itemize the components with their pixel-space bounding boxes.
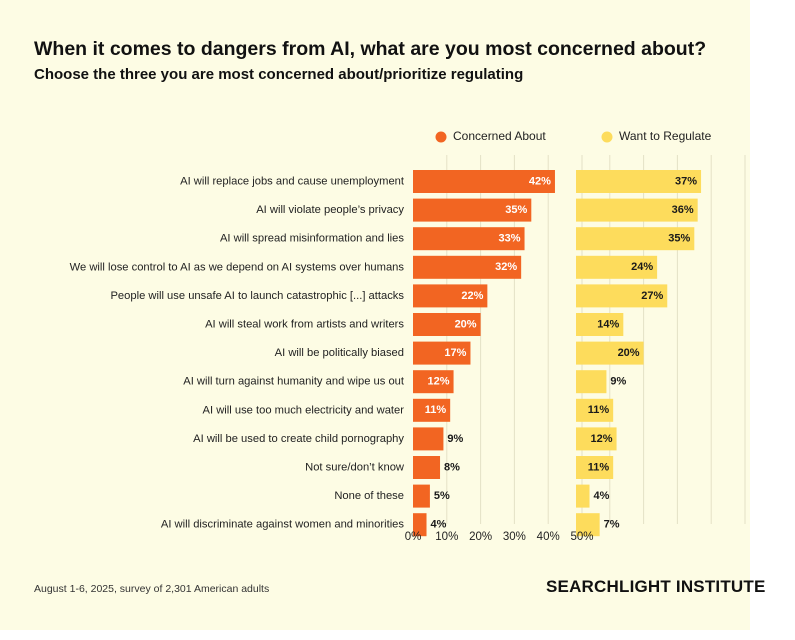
concerned-bar [413, 198, 532, 222]
x-tick-label: 40% [537, 531, 560, 543]
concerned-bar [413, 427, 444, 451]
concerned-value-label: 8% [444, 461, 460, 473]
x-tick-label: 20% [469, 531, 492, 543]
concerned-bar [413, 398, 451, 422]
regulate-bar [576, 398, 614, 422]
concerned-bar [413, 484, 430, 508]
regulate-value-label: 37% [675, 175, 697, 187]
concerned-value-label: 5% [434, 490, 450, 502]
chart-subtitle: Choose the three you are most concerned … [34, 66, 524, 83]
regulate-value-label: 7% [604, 519, 620, 531]
legend-label-regulate: Want to Regulate [619, 129, 712, 143]
regulate-bar [576, 341, 644, 365]
concerned-bar [413, 170, 555, 193]
concerned-value-label: 20% [455, 318, 477, 330]
concerned-value-label: 4% [431, 519, 447, 531]
concerned-bar [413, 313, 481, 336]
legend-swatch-regulate [601, 131, 613, 143]
concerned-bar [413, 227, 525, 251]
category-label: AI will replace jobs and cause unemploym… [180, 175, 405, 187]
regulate-bar [576, 484, 590, 508]
concerned-value-label: 32% [495, 261, 517, 273]
regulate-bar [576, 370, 607, 394]
x-tick-label: 0% [405, 531, 422, 543]
regulate-bar [576, 227, 695, 251]
category-label: AI will be used to create child pornogra… [193, 433, 404, 445]
concerned-bar [413, 513, 427, 537]
x-tick-label: 30% [503, 531, 526, 543]
regulate-value-label: 36% [672, 204, 694, 216]
regulate-value-label: 14% [597, 318, 619, 330]
concerned-value-label: 33% [499, 233, 521, 245]
x-tick-label: 50% [570, 531, 593, 543]
concerned-value-label: 17% [444, 347, 466, 359]
concerned-bar [413, 255, 522, 279]
regulate-value-label: 27% [641, 290, 663, 302]
x-tick-label: 10% [435, 531, 458, 543]
chart-card: When it comes to dangers from AI, what a… [0, 0, 765, 630]
regulate-value-label: 11% [588, 461, 610, 473]
legend-swatch-concerned [435, 131, 447, 143]
regulate-value-label: 35% [668, 233, 690, 245]
regulate-value-label: 12% [591, 433, 613, 445]
category-label: AI will spread misinformation and lies [220, 233, 404, 245]
category-label: We will lose control to AI as we depend … [70, 261, 405, 273]
concerned-value-label: 22% [461, 290, 483, 302]
concerned-bar [413, 370, 454, 394]
chart-title: When it comes to dangers from AI, what a… [34, 38, 707, 60]
regulate-bar [576, 198, 698, 222]
regulate-bar [576, 170, 702, 193]
regulate-value-label: 9% [610, 376, 626, 388]
bar-chart: AI will replace jobs and cause unemploym… [70, 129, 746, 543]
regulate-bar [576, 456, 614, 479]
regulate-bar [576, 313, 624, 336]
concerned-value-label: 12% [428, 376, 450, 388]
category-label: None of these [334, 490, 404, 502]
category-label: AI will violate people’s privacy [256, 204, 404, 216]
regulate-value-label: 24% [631, 261, 653, 273]
regulate-bar [576, 427, 617, 451]
concerned-value-label: 11% [425, 404, 447, 416]
concerned-value-label: 35% [505, 204, 527, 216]
concerned-bar [413, 284, 488, 308]
regulate-bar [576, 255, 658, 279]
concerned-bar [413, 456, 441, 479]
category-label: AI will discriminate against women and m… [161, 519, 405, 531]
regulate-bar [576, 284, 668, 308]
category-label: AI will steal work from artists and writ… [205, 318, 404, 330]
category-label: AI will use too much electricity and wat… [203, 404, 405, 416]
regulate-value-label: 11% [588, 404, 610, 416]
regulate-bar [576, 513, 600, 537]
category-label: AI will turn against humanity and wipe u… [183, 376, 405, 388]
survey-footnote: August 1-6, 2025, survey of 2,301 Americ… [34, 583, 270, 595]
regulate-value-label: 20% [618, 347, 640, 359]
category-label: People will use unsafe AI to launch cata… [110, 290, 404, 302]
concerned-value-label: 9% [447, 433, 463, 445]
category-label: Not sure/don’t know [305, 461, 405, 473]
concerned-bar [413, 341, 471, 365]
regulate-value-label: 4% [594, 490, 610, 502]
concerned-value-label: 42% [529, 175, 551, 187]
category-label: AI will be politically biased [275, 347, 404, 359]
brand-logo: SEARCHLIGHT INSTITUTE [546, 577, 766, 596]
legend-label-concerned: Concerned About [453, 129, 546, 143]
